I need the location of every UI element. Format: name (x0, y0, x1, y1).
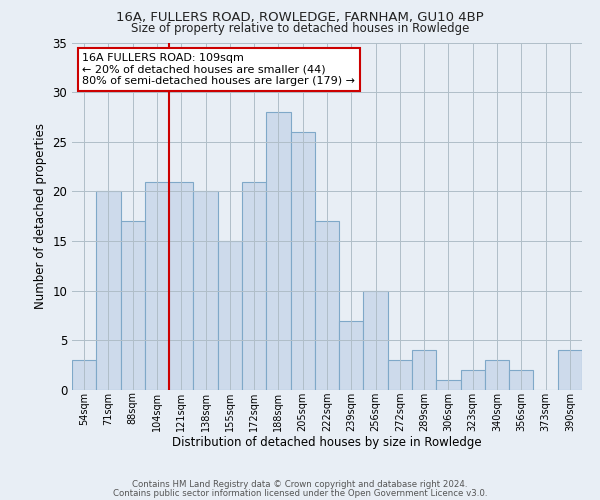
Bar (193, 192, 218, 390)
Text: Contains public sector information licensed under the Open Government Licence v3: Contains public sector information licen… (113, 489, 487, 498)
Bar (290, 132, 315, 390)
Bar (315, 221, 339, 390)
Bar (461, 370, 485, 390)
Bar (96, 192, 121, 390)
Bar (169, 182, 193, 390)
Bar (485, 360, 509, 390)
Bar (339, 320, 364, 390)
Text: Size of property relative to detached houses in Rowledge: Size of property relative to detached ho… (131, 22, 469, 35)
Bar (145, 182, 169, 390)
Text: 16A, FULLERS ROAD, ROWLEDGE, FARNHAM, GU10 4BP: 16A, FULLERS ROAD, ROWLEDGE, FARNHAM, GU… (116, 11, 484, 24)
Bar (509, 370, 533, 390)
Bar (436, 380, 461, 390)
Text: Contains HM Land Registry data © Crown copyright and database right 2024.: Contains HM Land Registry data © Crown c… (132, 480, 468, 489)
Bar (218, 241, 242, 390)
Bar (388, 360, 412, 390)
Bar (412, 350, 436, 390)
Bar (364, 290, 388, 390)
Text: 16A FULLERS ROAD: 109sqm
← 20% of detached houses are smaller (44)
80% of semi-d: 16A FULLERS ROAD: 109sqm ← 20% of detach… (82, 53, 355, 86)
Bar (242, 182, 266, 390)
Bar (121, 221, 145, 390)
X-axis label: Distribution of detached houses by size in Rowledge: Distribution of detached houses by size … (172, 436, 482, 450)
Bar (72, 360, 96, 390)
Y-axis label: Number of detached properties: Number of detached properties (34, 123, 47, 309)
Bar (266, 112, 290, 390)
Bar (558, 350, 582, 390)
